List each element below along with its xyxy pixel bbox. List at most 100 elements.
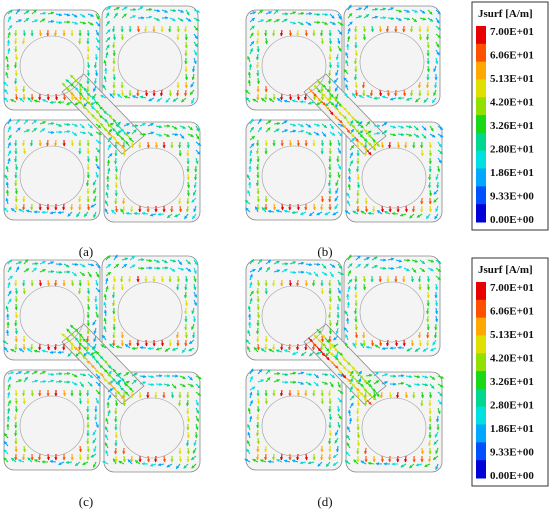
current-arrow	[14, 287, 19, 295]
current-arrow	[90, 203, 97, 208]
current-arrow	[104, 200, 109, 207]
current-arrow	[10, 348, 17, 353]
current-arrow	[90, 351, 97, 356]
current-arrow	[348, 175, 352, 183]
current-arrow	[79, 131, 87, 135]
current-arrow	[127, 459, 133, 465]
current-arrow	[175, 463, 181, 470]
current-arrow	[78, 351, 84, 356]
current-arrow	[95, 263, 101, 269]
current-arrow	[153, 17, 160, 21]
current-arrow	[324, 87, 331, 93]
current-arrow	[297, 129, 305, 133]
current-arrow	[188, 347, 195, 352]
current-arrow	[71, 271, 77, 277]
current-arrow	[312, 203, 316, 211]
current-arrow	[121, 13, 127, 19]
current-arrow	[39, 18, 46, 23]
current-arrow	[114, 173, 119, 181]
current-arrow	[419, 9, 426, 14]
current-arrow	[7, 259, 13, 265]
current-arrow	[273, 9, 279, 15]
current-arrow	[176, 275, 180, 283]
current-arrow	[247, 71, 252, 79]
current-arrow	[420, 141, 424, 149]
current-arrow	[161, 259, 168, 264]
current-arrow	[324, 96, 331, 102]
current-arrow	[185, 259, 191, 265]
unit-cell-2	[245, 119, 343, 221]
current-arrow	[185, 399, 190, 407]
current-arrow	[184, 331, 188, 339]
current-arrow	[49, 350, 57, 354]
current-arrow	[349, 152, 354, 159]
current-arrow	[354, 81, 358, 89]
current-arrow	[7, 134, 12, 141]
current-arrow	[7, 290, 12, 297]
current-arrow	[321, 131, 327, 137]
current-arrow	[7, 118, 12, 125]
current-arrow	[380, 205, 385, 213]
current-arrow	[358, 94, 365, 99]
current-arrow	[62, 82, 67, 88]
current-arrow	[49, 100, 57, 104]
current-arrow	[183, 291, 188, 299]
current-arrow	[256, 343, 260, 351]
current-arrow	[85, 335, 90, 343]
current-arrow	[305, 271, 313, 275]
current-arrow	[63, 130, 71, 134]
current-arrow	[349, 114, 355, 120]
current-arrow	[395, 391, 400, 399]
current-arrow	[94, 413, 98, 421]
legend-tick-label: 4.20E+01	[490, 97, 534, 109]
current-arrow	[427, 455, 432, 463]
current-arrow	[305, 123, 312, 128]
current-arrow	[195, 125, 200, 132]
aperture-outline	[117, 31, 183, 93]
current-arrow	[95, 171, 99, 179]
current-arrow	[365, 130, 372, 135]
current-arrow	[79, 263, 86, 268]
current-arrow	[7, 25, 13, 31]
current-arrow	[131, 372, 138, 377]
current-arrow	[189, 89, 195, 96]
current-arrow	[384, 210, 391, 215]
current-arrow	[95, 118, 101, 124]
current-arrow	[312, 279, 316, 287]
color-legend-0: Jsurf [A/m] 7.00E+01 6.06E+01 5.13E+01 4.20E…	[471, 1, 549, 231]
current-arrow	[437, 125, 444, 131]
current-arrow	[47, 372, 55, 377]
current-arrow	[105, 417, 109, 425]
current-arrow	[358, 132, 364, 138]
current-arrow	[95, 45, 101, 51]
current-arrow	[426, 307, 430, 315]
current-arrow	[91, 96, 97, 102]
current-arrow	[78, 453, 83, 461]
current-arrow	[185, 9, 190, 16]
current-arrow	[366, 132, 372, 138]
current-arrow	[404, 391, 408, 399]
current-arrow	[103, 325, 107, 333]
current-arrow	[391, 212, 399, 216]
current-arrow	[113, 263, 120, 269]
current-arrow	[95, 287, 101, 293]
current-arrow	[247, 55, 251, 63]
current-arrow	[437, 157, 442, 164]
current-arrow	[328, 139, 333, 147]
current-arrow	[55, 123, 63, 127]
current-arrow	[7, 371, 15, 375]
current-arrow	[381, 122, 388, 127]
current-arrow	[288, 279, 292, 287]
current-arrow	[22, 147, 27, 155]
current-arrow	[334, 195, 339, 202]
current-arrow	[313, 123, 321, 127]
current-arrow	[186, 189, 190, 197]
current-arrow	[121, 205, 126, 213]
current-arrow	[405, 97, 413, 101]
current-arrow	[288, 29, 293, 37]
current-arrow	[107, 144, 111, 151]
legend-tick-label: 7.00E+01	[490, 282, 534, 294]
current-arrow	[86, 351, 92, 357]
current-arrow	[111, 25, 116, 33]
current-arrow	[78, 333, 84, 339]
